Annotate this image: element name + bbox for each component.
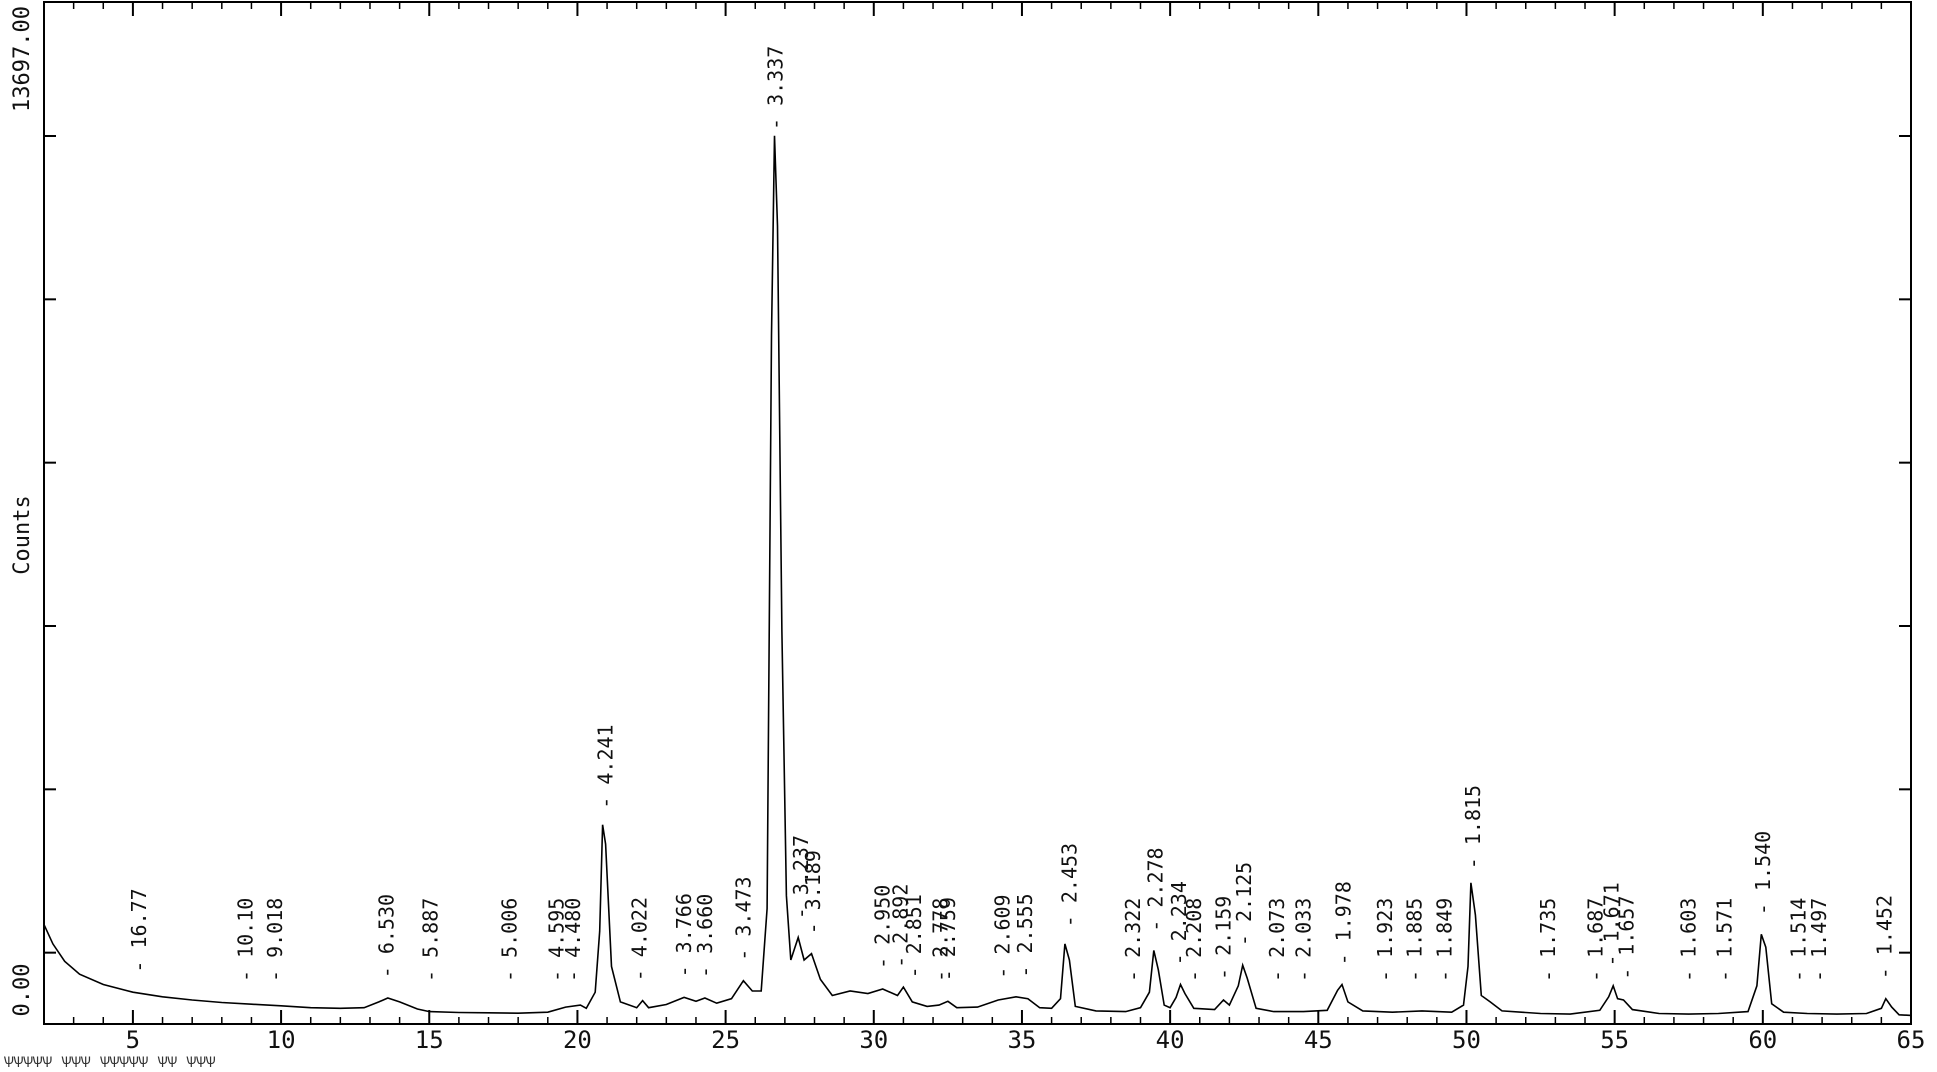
peak-label: - 1.603 (1677, 898, 1701, 982)
x-tick-label: 35 (1007, 1026, 1036, 1054)
y-max-tick-label: 13697.00 (10, 6, 35, 112)
peak-label: - 2.892 (888, 884, 912, 968)
peak-label: - 1.923 (1373, 898, 1397, 982)
x-tick-label: 15 (415, 1026, 444, 1054)
peak-label: - 1.452 (1872, 895, 1896, 979)
peak-label: - 2.778 (929, 898, 953, 982)
peak-label: - 4.022 (628, 897, 652, 981)
peak-label: - 1.735 (1536, 898, 1560, 982)
peak-label: - 1.885 (1403, 898, 1427, 982)
peak-label: - 1.514 (1786, 898, 1810, 982)
peak-label: - 1.571 (1712, 898, 1736, 982)
x-tick-label: 20 (563, 1026, 592, 1054)
peak-label: - 2.073 (1265, 898, 1289, 982)
peak-label: - 2.208 (1182, 898, 1206, 982)
peak-label: - 2.322 (1121, 898, 1145, 982)
peak-label: - 1.540 (1751, 831, 1775, 915)
peak-label: - 5.006 (497, 898, 521, 982)
peak-label: - 3.189 (801, 850, 825, 934)
peak-label: - 4.595 (545, 898, 569, 982)
x-tick-label: 60 (1748, 1026, 1777, 1054)
x-tick-label: 55 (1600, 1026, 1629, 1054)
peak-label: - 9.018 (263, 898, 287, 982)
peak-label: - 3.337 (764, 46, 788, 130)
peak-label: - 10.10 (234, 898, 258, 982)
x-axis-ticks: 5 10 15 20 25 30 35 40 45 50 55 60 65 (43, 2, 1926, 1054)
x-tick-label: 10 (267, 1026, 296, 1054)
peak-label: - 2.609 (991, 894, 1015, 978)
peak-label: - 3.766 (672, 893, 696, 977)
peak-label: - 1.849 (1432, 898, 1456, 982)
peak-label: - 2.234 (1167, 881, 1191, 965)
peak-label: - 1.657 (1615, 896, 1639, 980)
peak-label: - 2.453 (1057, 843, 1081, 927)
peak-label: - 2.033 (1292, 898, 1316, 982)
peak-label: - 2.278 (1143, 847, 1167, 931)
peak-label: - 2.555 (1013, 893, 1037, 977)
x-tick-label: 50 (1452, 1026, 1481, 1054)
x-tick-label: 45 (1304, 1026, 1333, 1054)
peak-label: - 5.887 (419, 898, 443, 982)
peak-label: - 4.480 (561, 898, 585, 982)
peak-label: - 3.660 (693, 894, 717, 978)
peak-label: - 2.125 (1232, 862, 1256, 946)
x-tick-label: 65 (1897, 1026, 1926, 1054)
peak-label: - 4.241 (594, 724, 618, 808)
y-axis-title: Counts (10, 495, 35, 574)
y-min-tick-label: 0.00 (10, 964, 35, 1017)
peak-label: - 6.530 (374, 894, 398, 978)
peak-label: - 16.77 (127, 888, 151, 972)
footer-text: ѰѰѰѰѰ ѰѰѰ ѰѰѰѰѰ ѰѰ ѰѰѰ (4, 1052, 216, 1071)
peak-label: - 2.159 (1212, 896, 1236, 980)
peak-labels: - 16.77 - 10.10- 9.018 - 6.530 - 5.887 - 5.0… (127, 46, 1897, 982)
x-tick-label: 30 (859, 1026, 888, 1054)
peak-label: - 1.497 (1807, 898, 1831, 982)
x-tick-label: 40 (1156, 1026, 1185, 1054)
peak-label: - 2.851 (902, 894, 926, 978)
peak-label: - 3.473 (731, 876, 755, 960)
peak-label: - 2.759 (936, 897, 960, 981)
peak-label: - 1.671 (1600, 882, 1624, 966)
x-tick-label: 25 (711, 1026, 740, 1054)
peak-label: - 1.687 (1583, 898, 1607, 982)
x-tick-label: 5 (126, 1026, 140, 1054)
y-axis-ticks (44, 135, 1911, 954)
peak-label: - 2.950 (871, 885, 895, 969)
diffraction-pattern-line (43, 135, 1912, 1017)
peak-label: - 1.815 (1461, 785, 1485, 869)
peak-label: - 3.237 (789, 835, 813, 919)
plot-frame (43, 1, 1912, 1025)
peak-label: - 1.978 (1332, 881, 1356, 965)
